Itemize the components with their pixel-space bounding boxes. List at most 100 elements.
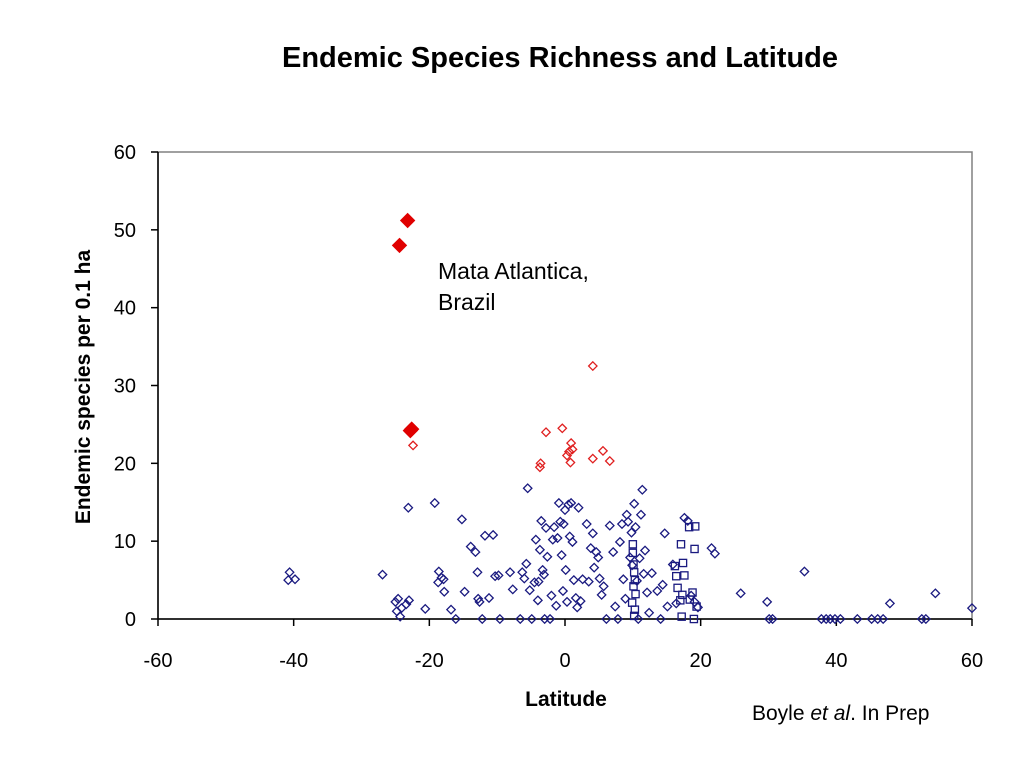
data-point [689, 614, 699, 624]
data-point [522, 483, 533, 494]
data-point [403, 502, 414, 513]
data-point [596, 589, 607, 600]
data-point [625, 552, 636, 563]
data-point [533, 576, 544, 587]
data-point [604, 455, 615, 467]
x-tick-label: -40 [279, 650, 308, 672]
data-point [621, 509, 632, 520]
data-point [565, 457, 576, 468]
data-point [445, 604, 457, 615]
data-point [627, 598, 637, 607]
data-point [439, 586, 450, 597]
data-point [568, 574, 579, 586]
data-point [657, 579, 668, 590]
data-point [532, 595, 543, 606]
data-point [575, 595, 586, 607]
data-point [589, 562, 600, 573]
data-point [671, 571, 681, 581]
data-point [515, 613, 526, 625]
data-point [436, 572, 447, 583]
data-point [483, 592, 495, 604]
data-point [627, 560, 638, 571]
data-point [403, 595, 415, 606]
credit-rest: . In Prep [850, 702, 930, 725]
data-point [626, 527, 637, 538]
data-point [403, 421, 420, 437]
data-point [659, 528, 670, 539]
x-axis-label: Latitude [525, 688, 607, 711]
data-point [583, 576, 594, 587]
credit-author: Boyle [752, 702, 805, 725]
data-point [690, 522, 700, 531]
data-point [597, 445, 609, 456]
data-point [456, 514, 468, 525]
data-point [524, 585, 535, 596]
data-point [671, 598, 682, 609]
data-point [587, 528, 598, 539]
data-point [493, 570, 504, 581]
data-point [450, 613, 461, 625]
data-point [477, 613, 488, 625]
data-point [542, 551, 553, 562]
data-point [558, 518, 569, 530]
data-point [662, 601, 673, 612]
data-point [622, 516, 634, 527]
data-point [706, 543, 717, 554]
data-point [762, 596, 773, 607]
data-point [530, 534, 541, 545]
data-point [709, 548, 721, 559]
data-point [692, 602, 704, 613]
data-point [601, 613, 612, 625]
data-point [821, 613, 832, 625]
data-point [690, 544, 699, 554]
data-point [677, 612, 686, 621]
data-point [507, 584, 518, 595]
data-point [612, 613, 624, 625]
data-point [526, 613, 537, 625]
data-point [682, 515, 693, 527]
data-point [585, 543, 596, 554]
data-point [631, 575, 643, 586]
data-point [835, 613, 846, 625]
data-point [534, 544, 546, 555]
data-point [614, 536, 626, 548]
data-point [643, 607, 655, 618]
data-point [577, 574, 588, 585]
data-point [637, 484, 648, 495]
data-point [920, 613, 931, 625]
data-point [620, 593, 631, 604]
data-point [473, 593, 484, 604]
data-point [966, 602, 978, 614]
data-point [852, 613, 863, 625]
data-point [490, 571, 501, 582]
data-point [680, 571, 689, 580]
data-point [635, 509, 647, 520]
data-point [639, 545, 651, 556]
data-point [641, 587, 653, 598]
data-point [567, 536, 578, 548]
data-point [686, 590, 697, 601]
y-tick-label: 10 [114, 531, 136, 553]
credit-etal: et al [810, 702, 851, 725]
data-point [536, 515, 547, 527]
data-point [561, 596, 573, 607]
data-point [284, 567, 295, 578]
data-point [540, 427, 552, 438]
data-point [474, 596, 485, 607]
data-point [673, 583, 682, 593]
data-point [587, 360, 598, 372]
data-point [487, 529, 499, 541]
data-point [564, 531, 575, 542]
data-point [559, 504, 571, 516]
data-point [633, 613, 644, 625]
data-point [598, 581, 609, 592]
data-point [735, 588, 746, 599]
data-point [630, 522, 641, 533]
data-point [556, 550, 567, 561]
data-point [581, 518, 592, 530]
data-point [878, 613, 889, 625]
x-tick-label: -20 [415, 650, 444, 672]
data-point [504, 567, 516, 578]
data-point [570, 592, 581, 604]
